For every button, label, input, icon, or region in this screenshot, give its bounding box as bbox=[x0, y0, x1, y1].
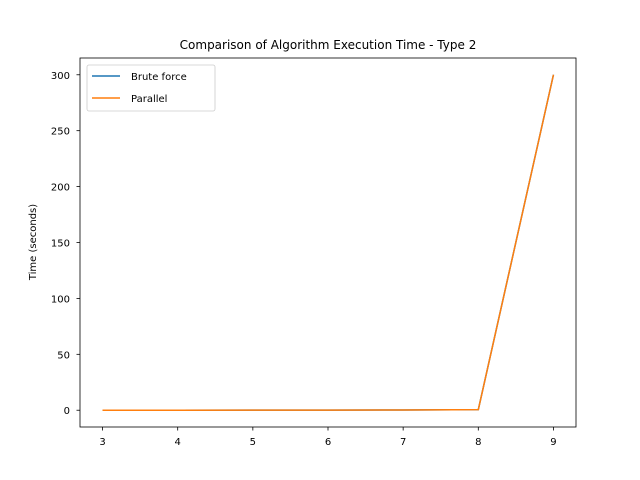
y-tick-label: 100 bbox=[51, 294, 70, 305]
series-line-parallel bbox=[102, 74, 555, 411]
y-tick-label: 150 bbox=[51, 239, 70, 250]
x-tick-label: 3 bbox=[99, 437, 105, 448]
y-axis-label: Time (seconds) bbox=[28, 204, 39, 281]
series-line-brute-force bbox=[102, 74, 555, 411]
x-tick-label: 8 bbox=[475, 437, 481, 448]
y-tick-label: 0 bbox=[64, 406, 70, 417]
x-tick-label: 4 bbox=[175, 437, 181, 448]
y-tick-label: 250 bbox=[51, 127, 70, 138]
plot-area: 3 4 5 6 7 8 9 0 50 100 150 200 250 300 bbox=[51, 71, 557, 448]
x-tick-label: 6 bbox=[325, 437, 331, 448]
x-tick-label: 7 bbox=[400, 437, 406, 448]
y-tick-label: 200 bbox=[51, 183, 70, 194]
legend: Brute force Parallel bbox=[86, 64, 216, 112]
legend-label-parallel: Parallel bbox=[131, 94, 167, 105]
plot-frame bbox=[79, 57, 577, 428]
x-tick-label: 5 bbox=[250, 437, 256, 448]
chart-title: Comparison of Algorithm Execution Time -… bbox=[180, 38, 477, 52]
y-tick-label: 300 bbox=[51, 71, 70, 82]
y-tick-label: 50 bbox=[57, 350, 70, 361]
legend-label-brute-force: Brute force bbox=[131, 72, 187, 83]
x-tick-label: 9 bbox=[550, 437, 556, 448]
